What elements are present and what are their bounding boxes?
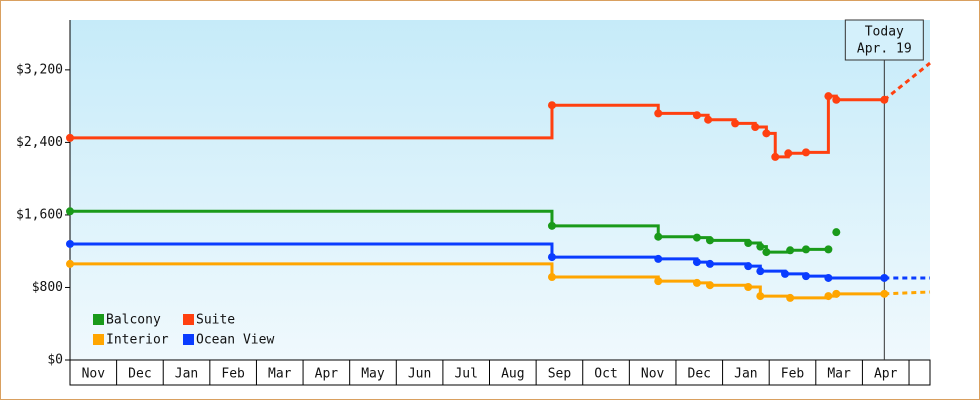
price-point <box>756 242 765 251</box>
price-point <box>654 254 663 263</box>
projection-line <box>883 61 931 101</box>
x-tick-label: Sep <box>548 367 572 382</box>
legend-label: Suite <box>196 313 235 328</box>
y-tick-label: $800 <box>32 280 63 295</box>
y-tick-label: $0 <box>47 353 63 368</box>
price-point <box>66 133 74 142</box>
price-point <box>547 253 556 262</box>
price-point <box>802 245 811 254</box>
price-point <box>771 152 780 161</box>
x-tick-label: Feb <box>781 367 805 382</box>
price-point <box>744 283 753 292</box>
series-line <box>70 94 885 159</box>
price-point <box>784 149 793 158</box>
x-tick-label: Nov <box>82 367 106 382</box>
y-tick-label: $2,400 <box>16 135 63 150</box>
x-tick-label: May <box>361 367 385 382</box>
x-tick-label: Mar <box>827 367 851 382</box>
x-tick-label: Dec <box>128 367 151 382</box>
price-point <box>705 259 714 268</box>
price-point <box>692 258 701 267</box>
price-point <box>704 115 713 124</box>
price-point <box>824 292 833 301</box>
price-point <box>705 281 714 290</box>
price-point <box>705 236 714 245</box>
price-point <box>547 273 556 282</box>
price-point <box>824 92 833 101</box>
x-tick-label: Feb <box>221 367 245 382</box>
y-tick-label: $3,200 <box>16 62 63 77</box>
price-point <box>880 289 889 298</box>
legend-swatch <box>183 314 194 325</box>
x-tick-label: Jan <box>175 367 198 382</box>
price-point <box>824 273 833 282</box>
price-point <box>751 122 760 131</box>
legend-swatch <box>183 334 194 345</box>
price-point <box>832 228 841 237</box>
price-point <box>832 95 841 104</box>
x-tick-label: Jan <box>734 367 757 382</box>
x-tick-label: Jul <box>454 367 477 382</box>
price-point <box>781 269 790 278</box>
price-point <box>744 262 753 271</box>
legend-label: Interior <box>106 333 169 348</box>
projection-line <box>884 290 931 296</box>
today-label: Today <box>865 25 904 40</box>
price-point <box>66 207 74 216</box>
today-box <box>844 19 924 61</box>
price-point <box>756 267 765 276</box>
price-point <box>692 278 701 287</box>
price-point <box>786 293 795 302</box>
price-point <box>802 148 811 157</box>
x-tick-label: Jun <box>408 367 431 382</box>
x-tick-label: Dec <box>688 367 711 382</box>
legend-swatch <box>93 314 104 325</box>
price-point <box>802 272 811 281</box>
legend-label: Ocean View <box>196 333 274 348</box>
price-point <box>692 233 701 242</box>
price-point <box>654 109 663 118</box>
price-point <box>762 129 771 138</box>
price-point <box>654 232 663 241</box>
x-tick-label: Mar <box>268 367 292 382</box>
price-point <box>880 95 889 104</box>
price-point <box>654 277 663 286</box>
price-point <box>547 101 556 110</box>
price-point <box>756 292 765 301</box>
price-point <box>762 248 771 257</box>
price-point <box>731 119 740 128</box>
price-point <box>786 246 795 255</box>
today-date: Apr. 19 <box>857 42 912 57</box>
price-point <box>832 289 841 298</box>
price-point <box>66 239 74 248</box>
price-point <box>744 239 753 248</box>
y-tick-label: $1,600 <box>16 207 63 222</box>
x-axis-band <box>69 359 931 386</box>
price-point <box>692 111 701 120</box>
x-tick-label: Oct <box>594 367 617 382</box>
price-point <box>824 245 833 254</box>
price-point <box>547 221 556 230</box>
price-point <box>66 259 74 268</box>
price-point <box>880 273 889 282</box>
x-tick-label: Apr <box>315 367 339 382</box>
plot-area <box>70 20 930 360</box>
legend-label: Balcony <box>106 313 161 328</box>
x-tick-label: Apr <box>874 367 898 382</box>
x-tick-label: Nov <box>641 367 665 382</box>
legend-swatch <box>93 334 104 345</box>
x-tick-label: Aug <box>501 367 524 382</box>
